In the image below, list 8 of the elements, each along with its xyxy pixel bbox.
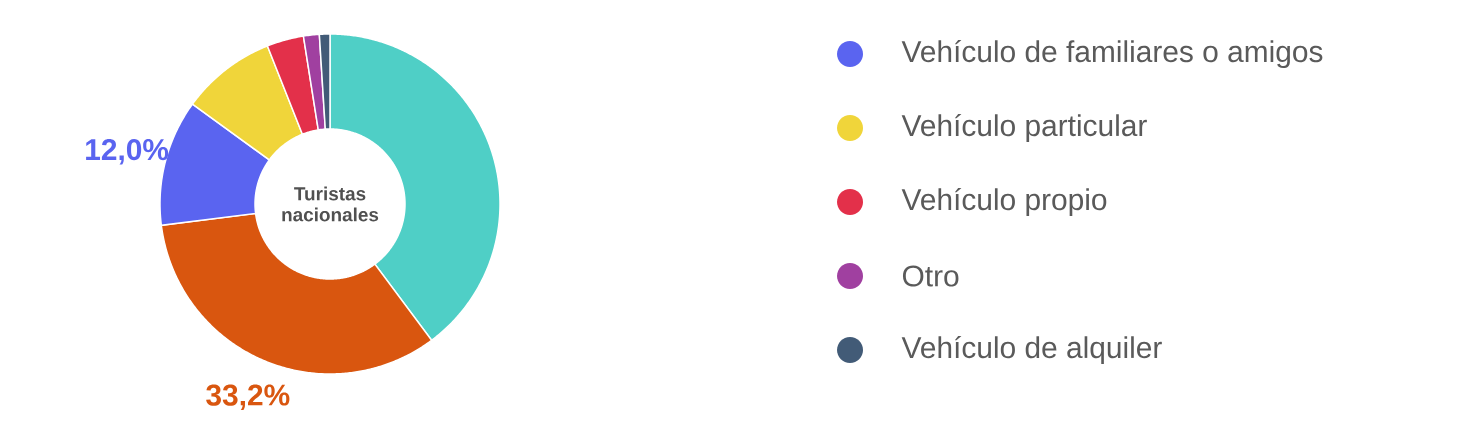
legend-label: Otro: [902, 265, 959, 287]
legend-label: Vehículo propio: [901, 187, 1107, 217]
legend-label: Vehículo de familiares o amigos: [901, 39, 1323, 69]
data-label: 33,2%: [206, 384, 290, 410]
text: Turistas nacionales: [282, 186, 379, 222]
legend-label: Vehículo particular: [901, 113, 1147, 143]
legend-label: Vehículo de alquiler: [901, 335, 1162, 365]
data-label: 12,0%: [86, 139, 169, 165]
